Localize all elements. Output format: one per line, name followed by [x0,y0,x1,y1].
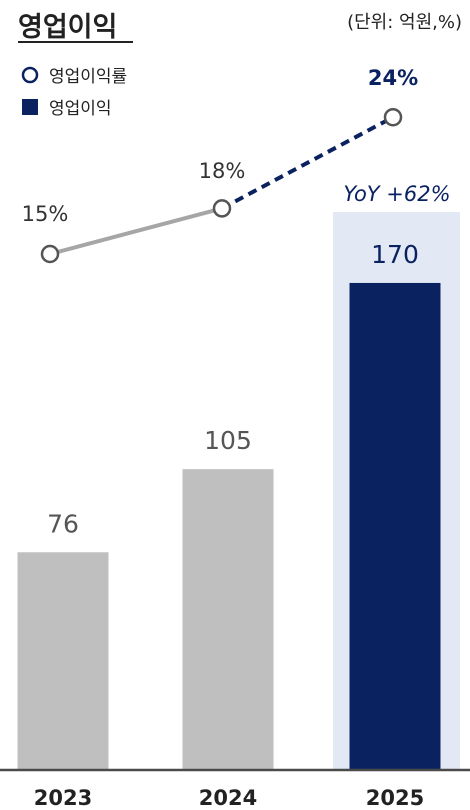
x-tick-label-2024: 2024 [199,786,257,810]
legend-label-profit: 영업이익 [49,99,112,119]
yoy-annotation: YoY +62% [343,182,450,206]
line-value-label-2023: 15% [22,202,69,226]
bar-2023 [17,552,109,770]
bar-2025 [349,282,441,770]
chart-title: 영업이익 [18,12,117,43]
bar-value-label-2024: 105 [204,426,252,455]
line-value-label-2024: 18% [199,159,246,183]
legend-circle-icon [21,66,39,84]
bar-value-label-2025: 170 [371,240,419,269]
unit-note: (단위: 억원,%) [347,12,462,33]
bar-value-label-2023: 76 [47,509,79,538]
x-tick-label-2025: 2025 [366,786,424,810]
line-segment-2024-2025 [221,115,394,211]
x-tick-label-2023: 2023 [34,786,92,810]
line-point-2023 [40,244,60,264]
line-point-2025 [383,107,403,127]
legend-square-icon [22,99,38,115]
line-value-label-2025: 24% [368,66,418,90]
line-segment-2023-2024 [49,206,223,256]
bar-2024 [182,469,274,770]
legend-label-margin: 영업이익률 [49,67,127,87]
line-point-2024 [212,199,232,218]
